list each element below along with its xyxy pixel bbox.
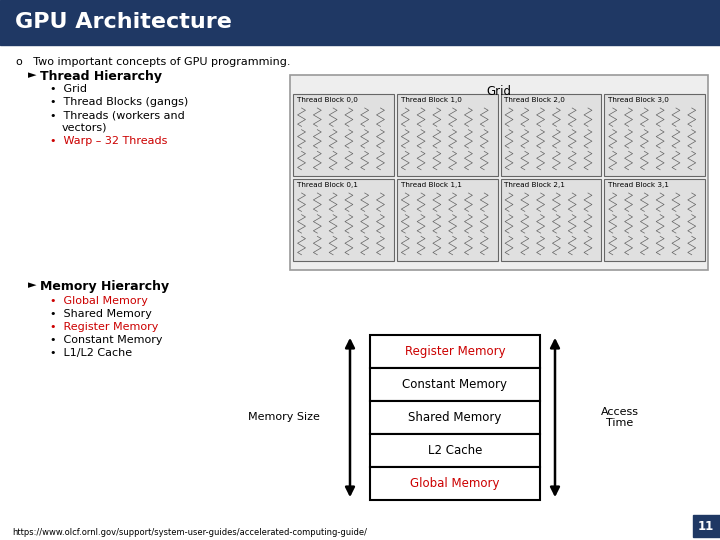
Text: Thread Block 1,1: Thread Block 1,1 <box>401 182 462 188</box>
Bar <box>370 368 540 401</box>
Text: L2 Cache: L2 Cache <box>428 444 482 457</box>
Text: •  Threads (workers and: • Threads (workers and <box>50 110 185 120</box>
Text: •  Constant Memory: • Constant Memory <box>50 335 163 345</box>
Text: Thread Block 1,0: Thread Block 1,0 <box>401 97 462 103</box>
Text: •  Grid: • Grid <box>50 84 87 94</box>
Text: Thread Block 3,1: Thread Block 3,1 <box>608 182 669 188</box>
Bar <box>500 94 601 176</box>
Text: Thread Block 3,0: Thread Block 3,0 <box>608 97 669 103</box>
Text: •  Global Memory: • Global Memory <box>50 296 148 306</box>
Bar <box>604 94 705 176</box>
Text: •  Shared Memory: • Shared Memory <box>50 309 152 319</box>
Text: •  Thread Blocks (gangs): • Thread Blocks (gangs) <box>50 97 188 107</box>
Bar <box>693 515 720 537</box>
Bar <box>0 0 720 45</box>
Text: ►: ► <box>28 280 37 290</box>
Text: Grid: Grid <box>487 85 511 98</box>
Text: Shared Memory: Shared Memory <box>408 411 502 424</box>
Text: Memory Hierarchy: Memory Hierarchy <box>40 280 169 293</box>
Text: Thread Block 2,0: Thread Block 2,0 <box>505 97 565 103</box>
Text: Register Memory: Register Memory <box>405 345 505 358</box>
Text: Global Memory: Global Memory <box>410 477 500 490</box>
Text: Thread Hierarchy: Thread Hierarchy <box>40 70 162 83</box>
Text: o   Two important concepts of GPU programming.: o Two important concepts of GPU programm… <box>16 57 290 67</box>
Text: https://www.olcf.ornl.gov/support/system-user-guides/accelerated-computing-guide: https://www.olcf.ornl.gov/support/system… <box>12 528 367 537</box>
Text: Memory Size: Memory Size <box>248 413 320 422</box>
Bar <box>293 179 394 261</box>
Bar <box>290 75 708 270</box>
Bar <box>500 179 601 261</box>
Text: 11: 11 <box>698 519 714 532</box>
Text: •  Register Memory: • Register Memory <box>50 322 158 332</box>
Text: •  L1/L2 Cache: • L1/L2 Cache <box>50 348 132 358</box>
Bar <box>397 94 498 176</box>
Text: Thread Block 0,0: Thread Block 0,0 <box>297 97 358 103</box>
Bar <box>397 179 498 261</box>
Text: GPU Architecture: GPU Architecture <box>15 12 232 32</box>
Bar <box>293 94 394 176</box>
Bar <box>370 434 540 467</box>
Text: Thread Block 0,1: Thread Block 0,1 <box>297 182 358 188</box>
Bar <box>370 335 540 368</box>
Text: Constant Memory: Constant Memory <box>402 378 508 391</box>
Text: Thread Block 2,1: Thread Block 2,1 <box>505 182 565 188</box>
Bar <box>370 467 540 500</box>
Text: •  Warp – 32 Threads: • Warp – 32 Threads <box>50 136 167 146</box>
Bar <box>370 401 540 434</box>
Text: vectors): vectors) <box>62 123 107 133</box>
Bar <box>604 179 705 261</box>
Text: ►: ► <box>28 70 37 80</box>
Text: Access
Time: Access Time <box>601 407 639 428</box>
